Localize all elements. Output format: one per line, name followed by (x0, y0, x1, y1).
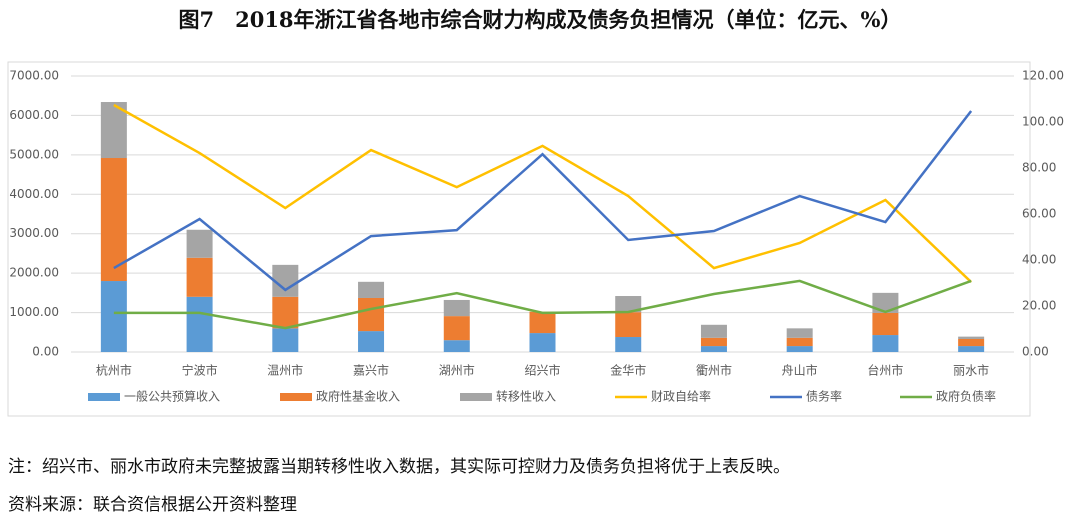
bar-segment (958, 338, 985, 347)
legend-label: 政府性基金收入 (316, 389, 400, 404)
x-tick-label: 宁波市 (182, 363, 218, 378)
x-tick-label: 舟山市 (782, 363, 818, 378)
bar-segment (786, 346, 813, 352)
legend-label: 一般公共预算收入 (124, 389, 220, 404)
y-tick-label: 0.00 (32, 345, 59, 359)
footnote: 注：绍兴市、丽水市政府未完整披露当期转移性收入数据，其实际可控财力及债务负担将优… (8, 457, 790, 477)
legend-label: 政府负债率 (936, 389, 996, 404)
y-tick-label: 3000.00 (9, 226, 59, 240)
x-tick-label: 金华市 (610, 363, 646, 378)
bar-segment (443, 340, 470, 352)
x-tick-label: 衢州市 (696, 363, 732, 378)
bar-segment (615, 337, 642, 352)
y2-tick-label: 100.00 (1022, 115, 1064, 129)
bar-segment (786, 328, 813, 338)
x-tick-label: 丽水市 (953, 363, 989, 378)
bar-segment (443, 316, 470, 341)
y2-tick-label: 40.00 (1022, 253, 1056, 267)
source-note: 资料来源：联合资信根据公开资料整理 (8, 495, 297, 515)
bar-segment (358, 281, 385, 298)
bar-segment (443, 299, 470, 317)
bar-segment (786, 337, 813, 347)
bar-segment (186, 229, 213, 258)
bar-segment (358, 297, 385, 332)
y2-tick-label: 60.00 (1022, 207, 1056, 221)
chart-title: 图7 2018年浙江省各地市综合财力构成及债务负担情况（单位：亿元、%） (178, 7, 902, 32)
y-tick-label: 4000.00 (9, 187, 59, 201)
x-tick-label: 湖州市 (439, 363, 475, 378)
bar-segment (700, 346, 727, 352)
legend-label: 债务率 (806, 389, 842, 404)
y-tick-label: 2000.00 (9, 266, 59, 280)
y2-tick-label: 80.00 (1022, 161, 1056, 175)
line-series (113, 279, 972, 330)
chart-frame (7, 61, 1031, 417)
legend-label: 财政自给率 (651, 389, 711, 404)
x-tick-label: 绍兴市 (524, 363, 560, 378)
y-tick-label: 5000.00 (9, 147, 59, 161)
bar-segment (100, 102, 127, 159)
bar-segment (958, 346, 985, 352)
legend-label: 转移性收入 (496, 389, 556, 404)
y2-tick-label: 20.00 (1022, 299, 1056, 313)
x-tick-label: 嘉兴市 (353, 363, 389, 378)
legend-swatch (280, 393, 312, 401)
bar-segment (186, 257, 213, 297)
bar-segment (958, 336, 985, 339)
y-tick-label: 6000.00 (9, 108, 59, 122)
x-tick-label: 台州市 (867, 363, 903, 378)
y-tick-label: 1000.00 (9, 305, 59, 319)
bar-segment (100, 158, 127, 282)
bar-segment (272, 264, 299, 297)
bar-segment (529, 311, 556, 334)
bar-segment (700, 337, 727, 347)
bar-segment (272, 296, 299, 329)
bar-segment (700, 324, 727, 338)
bar-segment (615, 312, 642, 338)
x-tick-label: 杭州市 (96, 363, 132, 378)
y2-tick-label: 120.00 (1022, 69, 1064, 83)
y2-tick-label: 0.00 (1022, 345, 1049, 359)
x-tick-label: 温州市 (267, 363, 303, 378)
bar-segment (872, 292, 899, 313)
bar-segment (872, 335, 899, 352)
bar-segment (872, 312, 899, 336)
y-tick-label: 7000.00 (9, 69, 59, 83)
bar-segment (272, 328, 299, 352)
bar-segment (615, 296, 642, 313)
legend-swatch (88, 393, 120, 401)
bar-segment (529, 333, 556, 352)
bar-segment (186, 296, 213, 352)
bar-segment (100, 281, 127, 352)
line-series (113, 103, 973, 283)
legend-swatch (460, 393, 492, 401)
line-series (113, 110, 973, 292)
bar-segment (358, 331, 385, 352)
